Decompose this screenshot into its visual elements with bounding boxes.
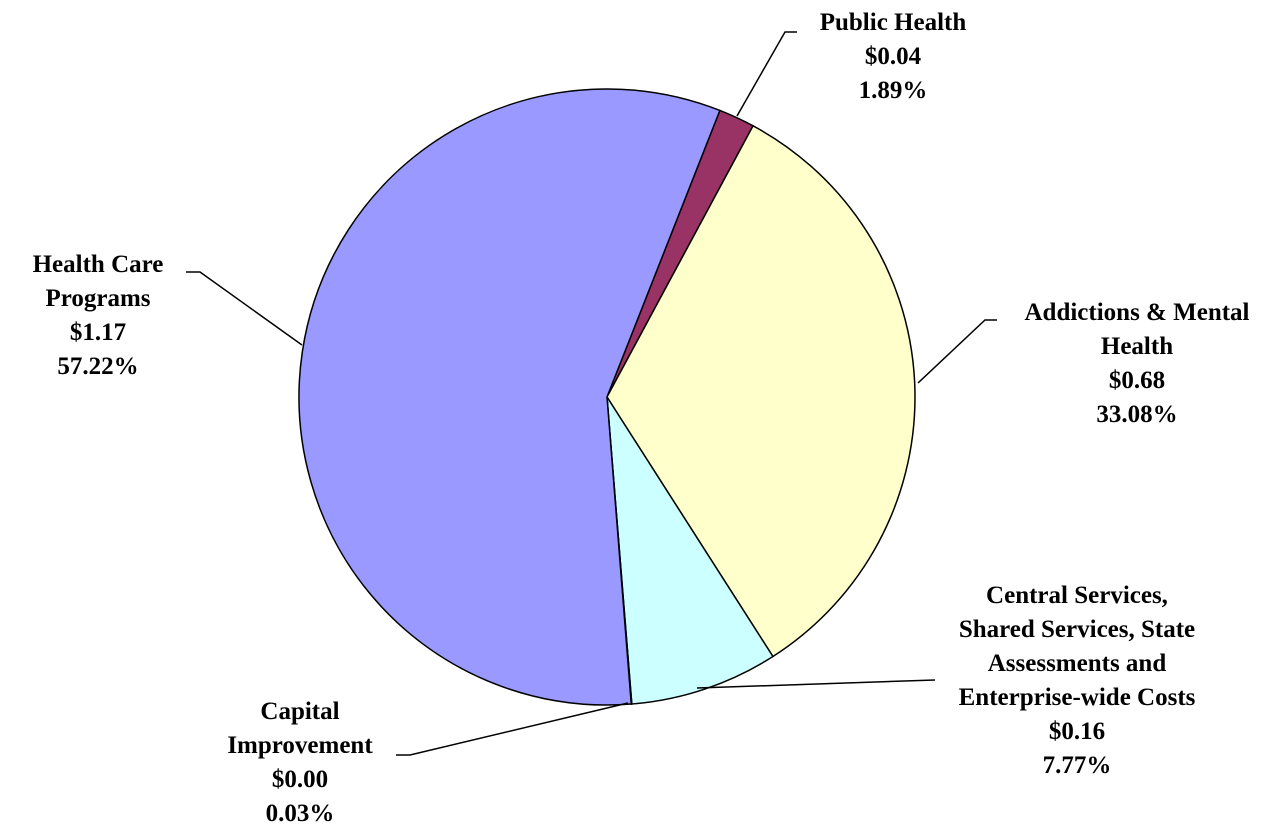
slice-label: Addictions & Mental Health $0.68 33.08% [1005, 296, 1270, 432]
amount-label: $0.68 [1108, 367, 1166, 394]
leader-line [186, 271, 303, 346]
percent-label: 0.03% [265, 800, 335, 827]
leader-line [917, 319, 997, 384]
amount-label: $1.17 [69, 319, 127, 346]
category-name: Health Care Programs [32, 251, 164, 312]
leader-lines [186, 31, 997, 756]
slice-label: Central Services, Shared Services, State… [955, 579, 1200, 783]
pie-slice [606, 124, 916, 658]
category-name: Central Services, Shared Services, State… [958, 582, 1196, 711]
category-name: Addictions & Mental Health [1024, 299, 1250, 360]
leader-line [396, 702, 629, 756]
percent-label: 7.77% [1042, 752, 1112, 779]
percent-label: 1.89% [858, 77, 928, 104]
category-name: Capital Improvement [227, 698, 373, 759]
pie-slice [606, 396, 774, 705]
slice-label: Public Health $0.04 1.89% [788, 6, 998, 108]
leader-line [696, 679, 936, 689]
leader-line [736, 31, 797, 117]
amount-label: $0.04 [864, 43, 922, 70]
category-name: Public Health [819, 9, 967, 36]
amount-label: $0.16 [1048, 718, 1106, 745]
slices [298, 88, 916, 706]
amount-label: $0.00 [271, 766, 329, 793]
pie-slice [298, 88, 721, 706]
percent-label: 33.08% [1096, 401, 1178, 428]
slice-label: Capital Improvement $0.00 0.03% [213, 695, 388, 831]
slice-label: Health Care Programs $1.17 57.22% [16, 248, 181, 384]
percent-label: 57.22% [57, 353, 139, 380]
